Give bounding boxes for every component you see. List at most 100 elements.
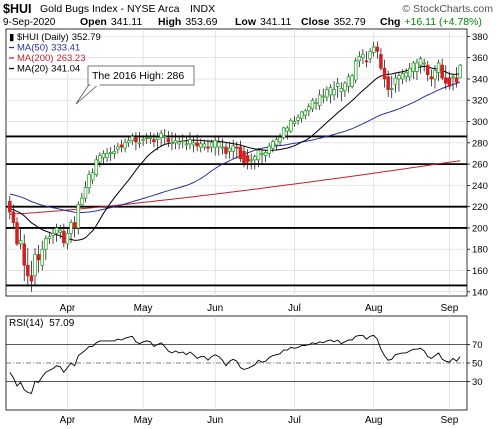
candle-up — [184, 143, 189, 146]
quote-value: 341.11 — [260, 16, 291, 28]
candle-down — [364, 60, 369, 63]
rsi-tick-label: 70 — [472, 340, 483, 351]
legend-label: MA(50) — [17, 43, 48, 54]
candle-up — [343, 82, 347, 92]
candle-up — [285, 127, 289, 132]
candle-up — [227, 147, 232, 152]
rsi-tick-label: 50 — [472, 359, 483, 370]
legend-entry: MA(20) 341.04 — [17, 64, 80, 75]
candle-up — [278, 137, 282, 143]
candle-up — [325, 89, 329, 98]
legend-value: 263.23 — [56, 53, 85, 64]
candle-down — [454, 77, 459, 83]
candle-up — [357, 56, 362, 62]
price-tick-label: 200 — [472, 223, 488, 234]
price-tick-label: 220 — [472, 202, 488, 213]
candle-up — [249, 159, 253, 162]
month-label: Sep — [440, 303, 458, 314]
quote-label: Low — [235, 16, 257, 28]
candle-up — [458, 64, 462, 79]
candle-up — [33, 254, 37, 277]
candle-up — [274, 139, 279, 146]
candle-up — [411, 62, 416, 72]
candle-up — [267, 145, 271, 154]
price-tick-label: 320 — [472, 96, 488, 107]
candle-up — [69, 222, 73, 234]
quote-value: 352.79 — [334, 16, 366, 28]
candle-down — [36, 254, 41, 261]
month-label: Jun — [207, 415, 223, 426]
candle-up — [148, 137, 153, 139]
candle-down — [242, 150, 246, 164]
candle-up — [159, 132, 163, 138]
price-tick-label: 340 — [472, 74, 488, 85]
candle-up — [188, 139, 192, 145]
rsi-grid — [6, 316, 467, 410]
candle-up — [123, 142, 127, 149]
candle-up — [162, 136, 167, 138]
quote-chg: Chg +16.11 (+4.78%) — [380, 16, 482, 28]
candle-down — [72, 222, 77, 229]
candle-up — [40, 248, 44, 266]
candle-up — [368, 50, 372, 60]
candle-down — [62, 230, 66, 244]
candle-down — [386, 76, 390, 90]
candle-up — [76, 204, 81, 229]
candle-up — [181, 140, 185, 143]
candle-up — [65, 232, 70, 245]
candle-up — [451, 76, 455, 79]
quote-low: Low 341.11 — [235, 16, 291, 28]
price-tick-label: 140 — [472, 287, 488, 298]
candle-up — [328, 87, 333, 96]
candle-up — [58, 229, 62, 233]
legend-label: $HUI (Daily) — [17, 32, 69, 43]
candle-up — [202, 143, 207, 148]
candle-down — [26, 264, 30, 277]
candle-down — [447, 77, 452, 87]
month-label: Sep — [440, 415, 458, 426]
legend-entry: MA(200) 263.23 — [17, 53, 86, 64]
candle-up — [98, 155, 102, 163]
candle-up — [389, 88, 394, 90]
quote-value: +16.11 (+4.78%) — [404, 16, 481, 28]
brand-watermark[interactable]: © StockCharts.com — [402, 3, 493, 15]
ma200-line — [9, 160, 461, 215]
candle-up — [173, 140, 178, 144]
candle-up — [108, 152, 113, 154]
candle-up — [289, 120, 293, 132]
candle-down — [29, 275, 34, 282]
candle-up — [397, 75, 401, 80]
support-resistance-lines — [6, 135, 467, 287]
quote-value: 341.11 — [111, 16, 142, 28]
candle-down — [8, 200, 12, 213]
candle-up — [141, 139, 145, 142]
candle-down — [22, 243, 26, 266]
quote-high: High 353.69 — [158, 16, 218, 28]
candle-up — [353, 60, 358, 81]
candle-up — [217, 142, 221, 148]
candle-up — [209, 142, 214, 148]
candle-up — [51, 232, 55, 236]
candlestick-series — [8, 41, 462, 292]
candle-up — [137, 142, 142, 145]
month-axis-labels-bottom: Apr May Jun Jul Aug Sep — [60, 415, 459, 426]
candle-up — [433, 70, 437, 80]
chart-index-name: Gold Bugs Index - NYSE Arca — [40, 3, 180, 15]
candle-down — [11, 211, 16, 223]
candle-up — [271, 141, 275, 149]
candle-up — [126, 140, 131, 144]
candle-up — [18, 240, 23, 245]
candle-up — [335, 82, 340, 87]
candle-up — [314, 102, 318, 104]
candle-up — [80, 197, 84, 205]
candle-up — [90, 172, 95, 181]
annotation-box — [87, 65, 195, 86]
price-tick-label: 380 — [472, 32, 488, 43]
candle-up — [260, 153, 264, 155]
candle-up — [332, 89, 336, 96]
candle-down — [375, 46, 380, 52]
legend-entry: MA(50) 333.41 — [17, 43, 80, 54]
price-tick-label: 180 — [472, 245, 488, 256]
candle-up — [231, 145, 235, 152]
quote-label: Close — [301, 16, 330, 28]
